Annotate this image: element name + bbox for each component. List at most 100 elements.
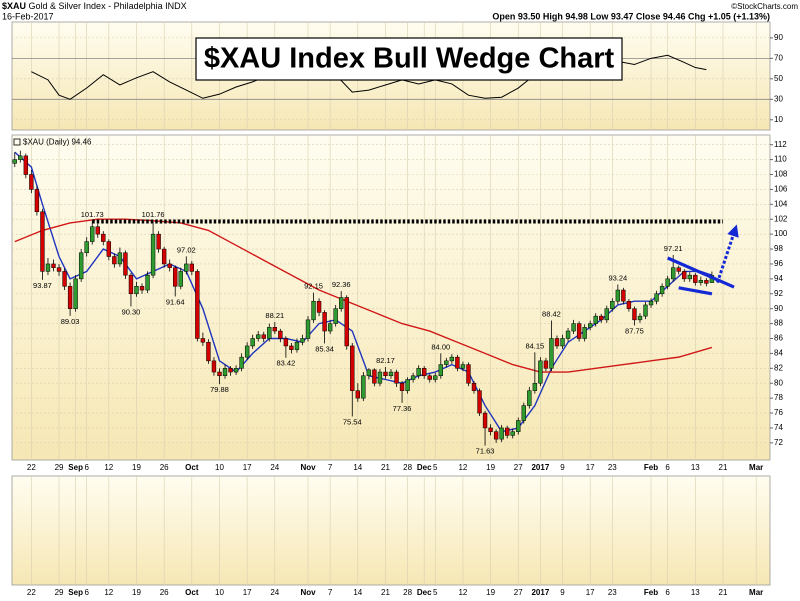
y-tick-label: 96 [774,259,783,268]
candle-body [56,267,62,272]
x-tick-label: 7 [328,588,333,597]
candle-body [615,289,621,302]
candle-body [361,375,366,399]
x-tick-label: Sep [68,588,83,597]
symbol: $XAU [2,1,26,11]
candle-body [189,263,195,272]
candle-body [316,300,322,313]
y-tick-label: 100 [774,229,788,238]
x-tick-label: 28 [403,588,412,597]
overlay-layer: $XAU Index Bull Wedge Chart $XAU (Daily)… [13,37,739,296]
candle-body [195,271,200,339]
y-tick-label: 102 [774,214,788,223]
candle-body [543,360,549,369]
candle-body [344,297,349,347]
x-tick-label: 21 [381,588,390,597]
candle-body [593,315,598,324]
candle-body [167,263,172,268]
candle-body [239,356,244,369]
x-tick-label: 6 [665,463,670,472]
candle-body [449,356,455,362]
candle-body [427,375,432,380]
x-tick-label: Mar [749,588,763,597]
x-tick-label: 5 [433,463,438,472]
candle-body [643,304,648,317]
candle-body [460,364,466,369]
y-tick-label: 90 [774,304,783,313]
candle-body [327,323,333,332]
candle-body [405,379,410,391]
candle-body [78,252,84,280]
price-label: 85.34 [315,344,334,353]
moving-average [14,151,713,433]
candle-body [604,308,609,321]
candle-body [665,278,670,287]
candle-body [289,345,294,350]
candle-body [571,323,576,332]
drawing-line [678,286,713,296]
x-tick-label: 10 [215,588,224,597]
x-tick-label: 24 [270,463,279,472]
candle-body [538,360,543,384]
x-tick-label: 2017 [531,588,549,597]
candle-body [632,308,637,321]
x-tick-label: 21 [381,463,390,472]
y-tick-label: 98 [774,244,783,253]
x-tick-label: 5 [433,588,438,597]
candle-body [294,341,300,350]
header-date: 16-Feb-2017 [2,11,54,21]
price-label: 71.63 [476,447,495,456]
x-tick-label: 26 [160,588,169,597]
x-tick-label: 14 [353,463,362,472]
y-tick-label: 10 [774,115,783,124]
candle-body [211,360,217,373]
candle-body [300,338,305,343]
y-tick-label: 108 [774,170,788,179]
candle-body [173,267,178,287]
candle-body [106,241,112,257]
candle-body [659,286,665,295]
candle-body [532,382,538,391]
candle-body [610,300,615,309]
candle-body [101,233,106,242]
credit: ©StockCharts.com [731,2,798,11]
y-tick-label: 106 [774,185,788,194]
candle-body [123,252,128,276]
candle-body [527,390,532,406]
candle-body [416,368,421,377]
candle-body [233,368,239,373]
candle-body [493,431,499,440]
candle-body [272,327,277,332]
candle-body [637,315,643,321]
candle-body [139,286,145,291]
candle-body [560,338,565,347]
y-tick-label: 70 [774,53,783,62]
candle-body [621,289,626,302]
y-tick-label: 50 [774,74,783,83]
candle-body [565,330,571,339]
candle-body [84,241,89,254]
candle-body [383,371,388,377]
candle-body [693,274,698,283]
candle-body [267,327,272,339]
x-tick-label: 23 [608,463,617,472]
candle-body [477,390,482,414]
x-tick-label: 17 [243,588,252,597]
candle-body [34,189,40,213]
x-tick-label: Nov [300,588,316,597]
x-tick-label: 12 [104,463,113,472]
x-tick-label: 13 [691,463,700,472]
candle-body [12,159,17,164]
y-tick-label: 30 [774,94,783,103]
x-tick-label: 17 [586,463,595,472]
candle-body [200,338,206,343]
index-name: Gold & Silver Index - Philadelphia INDX [29,1,187,11]
candle-body [582,327,587,339]
candle-body [698,280,704,283]
candle-body [433,375,438,380]
candle-body [244,345,250,358]
x-tick-label: 17 [586,588,595,597]
candle-body [499,427,504,440]
candle-body [305,319,311,339]
y-tick-label: 104 [774,199,788,208]
